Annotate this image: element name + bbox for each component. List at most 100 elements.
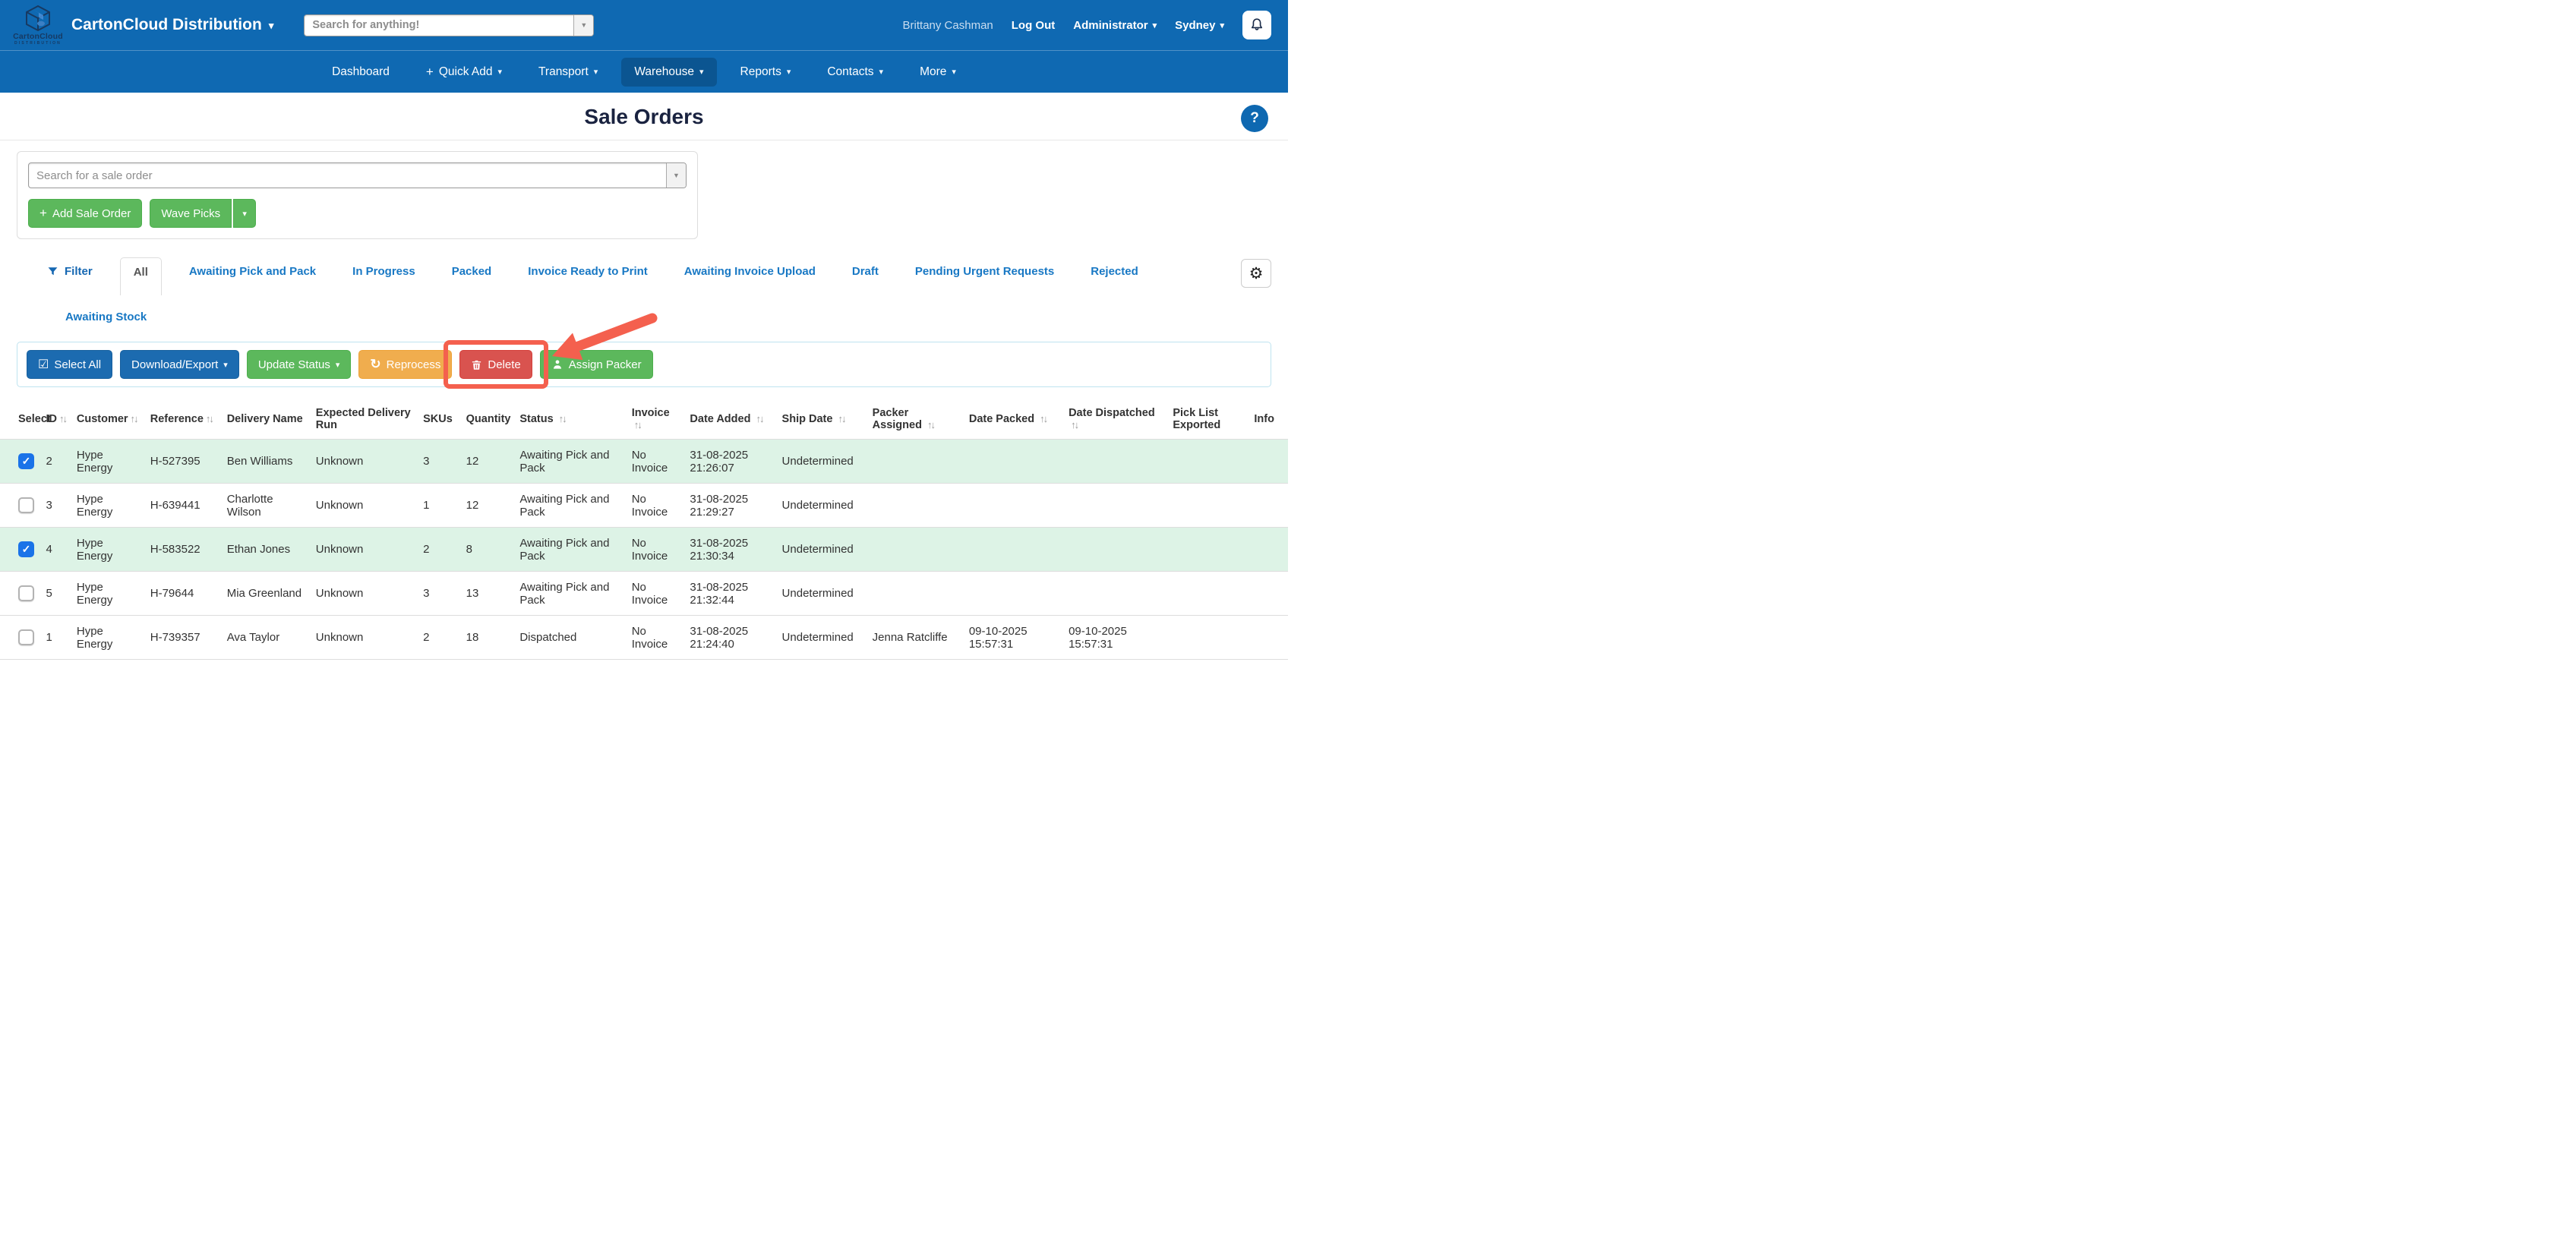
cell-invoice: No Invoice	[625, 527, 684, 572]
reprocess-button[interactable]: ↻ Reprocess	[358, 350, 453, 379]
notifications-button[interactable]	[1242, 11, 1271, 39]
cell-customer: Hype Energy	[70, 483, 144, 528]
cell-id: 5	[39, 571, 71, 616]
cell-date-added: 31-08-2025 21:24:40	[683, 615, 776, 660]
table-row: ✓ 4 Hype Energy H-583522 Ethan Jones Unk…	[0, 527, 1288, 572]
cell-customer: Hype Energy	[70, 571, 144, 616]
select-caret-icon[interactable]: ▼	[666, 163, 686, 188]
cartoncloud-logo[interactable]: CartonCloud DISTRIBUTION	[13, 5, 63, 46]
tab-packed[interactable]: Packed	[451, 265, 492, 278]
global-search-input[interactable]: Search for anything! ▼	[304, 14, 595, 36]
sale-order-search-input[interactable]: Search for a sale order ▼	[28, 162, 687, 188]
nav-warehouse[interactable]: Warehouse ▾	[621, 57, 717, 87]
trash-icon	[472, 360, 481, 370]
check-icon: ✓	[21, 543, 31, 555]
bell-icon	[1251, 18, 1263, 30]
cell-pick-list-exported	[1166, 439, 1249, 484]
col-date-packed[interactable]: Date Packed ↑↓	[968, 413, 1048, 425]
row-checkbox[interactable]: ✓	[18, 541, 34, 557]
col-id[interactable]: ID ↑↓	[46, 413, 68, 425]
cell-expected-delivery-run: Unknown	[309, 527, 418, 572]
nav-transport[interactable]: Transport ▾	[538, 65, 598, 78]
col-customer[interactable]: Customer ↑↓	[76, 413, 139, 425]
tab-invoice-ready-to-print[interactable]: Invoice Ready to Print	[528, 265, 648, 278]
row-checkbox[interactable]	[18, 497, 34, 513]
col-info: Info	[1254, 413, 1274, 425]
global-search-placeholder: Search for anything!	[312, 19, 420, 31]
wave-picks-dropdown-button[interactable]: ▾	[233, 199, 257, 228]
filter-button[interactable]: Filter	[47, 257, 93, 285]
sort-icon[interactable]: ↑↓	[558, 413, 567, 424]
location-menu[interactable]: Sydney ▾	[1175, 19, 1224, 32]
sort-icon[interactable]: ↑↓	[633, 419, 642, 430]
sort-icon[interactable]: ↑↓	[838, 413, 846, 424]
cell-delivery-name: Charlotte Wilson	[220, 483, 310, 528]
sort-icon[interactable]: ↑↓	[927, 419, 936, 430]
cell-quantity: 12	[459, 483, 514, 528]
nav-more[interactable]: More ▾	[920, 65, 956, 78]
row-checkbox[interactable]: ✓	[18, 453, 34, 469]
sort-icon[interactable]: ↑↓	[1040, 413, 1048, 424]
tab-rejected[interactable]: Rejected	[1091, 265, 1138, 278]
sort-icon[interactable]: ↑↓	[58, 413, 68, 424]
add-sale-order-button[interactable]: + Add Sale Order	[28, 199, 143, 228]
col-ship-date[interactable]: Ship Date ↑↓	[781, 413, 847, 425]
row-checkbox[interactable]	[18, 585, 34, 601]
help-button[interactable]: ?	[1241, 105, 1268, 132]
tab-awaiting-stock[interactable]: Awaiting Stock	[65, 311, 147, 323]
tab-in-progress[interactable]: In Progress	[352, 265, 415, 278]
delete-button-wrapper: Delete	[444, 313, 658, 389]
nav-dashboard[interactable]: Dashboard	[332, 65, 390, 78]
table-row: ✓ 2 Hype Energy H-527395 Ben Williams Un…	[0, 439, 1288, 484]
col-packer-assigned[interactable]: Packer Assigned ↑↓	[872, 407, 936, 431]
wave-picks-button[interactable]: Wave Picks	[150, 199, 232, 228]
nav-contacts[interactable]: Contacts ▾	[827, 65, 884, 78]
sort-icon[interactable]: ↑↓	[130, 413, 139, 424]
cell-pick-list-exported	[1166, 571, 1249, 616]
sort-icon[interactable]: ↑↓	[756, 413, 764, 424]
tab-awaiting-pick-and-pack[interactable]: Awaiting Pick and Pack	[188, 265, 317, 278]
tab-draft[interactable]: Draft	[851, 265, 879, 278]
col-invoice[interactable]: Invoice ↑↓	[631, 407, 670, 430]
cell-date-added: 31-08-2025 21:32:44	[683, 571, 776, 616]
cell-id: 3	[39, 483, 71, 528]
logout-link[interactable]: Log Out	[1011, 18, 1056, 32]
sort-icon[interactable]: ↑↓	[1071, 419, 1079, 430]
cell-invoice: No Invoice	[625, 571, 684, 616]
select-all-button[interactable]: ☑ Select All	[27, 350, 113, 379]
col-date-added[interactable]: Date Added ↑↓	[690, 413, 764, 425]
cell-expected-delivery-run: Unknown	[309, 571, 418, 616]
col-date-dispatched[interactable]: Date Dispatched ↑↓	[1069, 407, 1155, 430]
cell-delivery-name: Ethan Jones	[220, 527, 310, 572]
cell-expected-delivery-run: Unknown	[309, 483, 418, 528]
download-export-button[interactable]: Download/Export ▾	[120, 350, 239, 379]
cell-info	[1248, 439, 1288, 484]
cell-pick-list-exported	[1166, 483, 1249, 528]
cell-delivery-name: Mia Greenland	[220, 571, 310, 616]
cell-date-packed	[962, 439, 1063, 484]
assign-packer-button[interactable]: Assign Packer	[539, 350, 653, 379]
select-caret-icon[interactable]: ▼	[573, 14, 594, 36]
row-checkbox[interactable]	[18, 629, 34, 645]
table-settings-button[interactable]: ⚙	[1241, 259, 1271, 288]
tab-pending-urgent-requests[interactable]: Pending Urgent Requests	[914, 265, 1055, 278]
cell-info	[1248, 571, 1288, 616]
gear-icon: ⚙	[1249, 264, 1264, 282]
role-menu[interactable]: Administrator ▾	[1073, 19, 1157, 32]
cell-ship-date: Undetermined	[775, 439, 867, 484]
tab-awaiting-invoice-upload[interactable]: Awaiting Invoice Upload	[683, 265, 816, 278]
topbar: CartonCloud DISTRIBUTION CartonCloud Dis…	[0, 0, 1288, 50]
nav-reports[interactable]: Reports ▾	[740, 65, 791, 78]
nav-quick-add[interactable]: + Quick Add ▾	[425, 64, 503, 79]
update-status-button[interactable]: Update Status ▾	[246, 350, 352, 379]
tab-all[interactable]: All	[119, 257, 162, 295]
cell-reference: H-583522	[144, 527, 221, 572]
col-pick-list-exported: Pick List Exported	[1173, 407, 1221, 431]
org-switcher[interactable]: CartonCloud Distribution ▾	[71, 16, 273, 34]
col-reference[interactable]: Reference ↑↓	[150, 413, 214, 425]
delete-button[interactable]: Delete	[459, 350, 532, 379]
table-row: 1 Hype Energy H-739357 Ava Taylor Unknow…	[0, 615, 1288, 660]
chevron-down-icon: ▾	[497, 68, 503, 77]
col-status[interactable]: Status ↑↓	[519, 413, 567, 425]
sort-icon[interactable]: ↑↓	[205, 413, 214, 424]
